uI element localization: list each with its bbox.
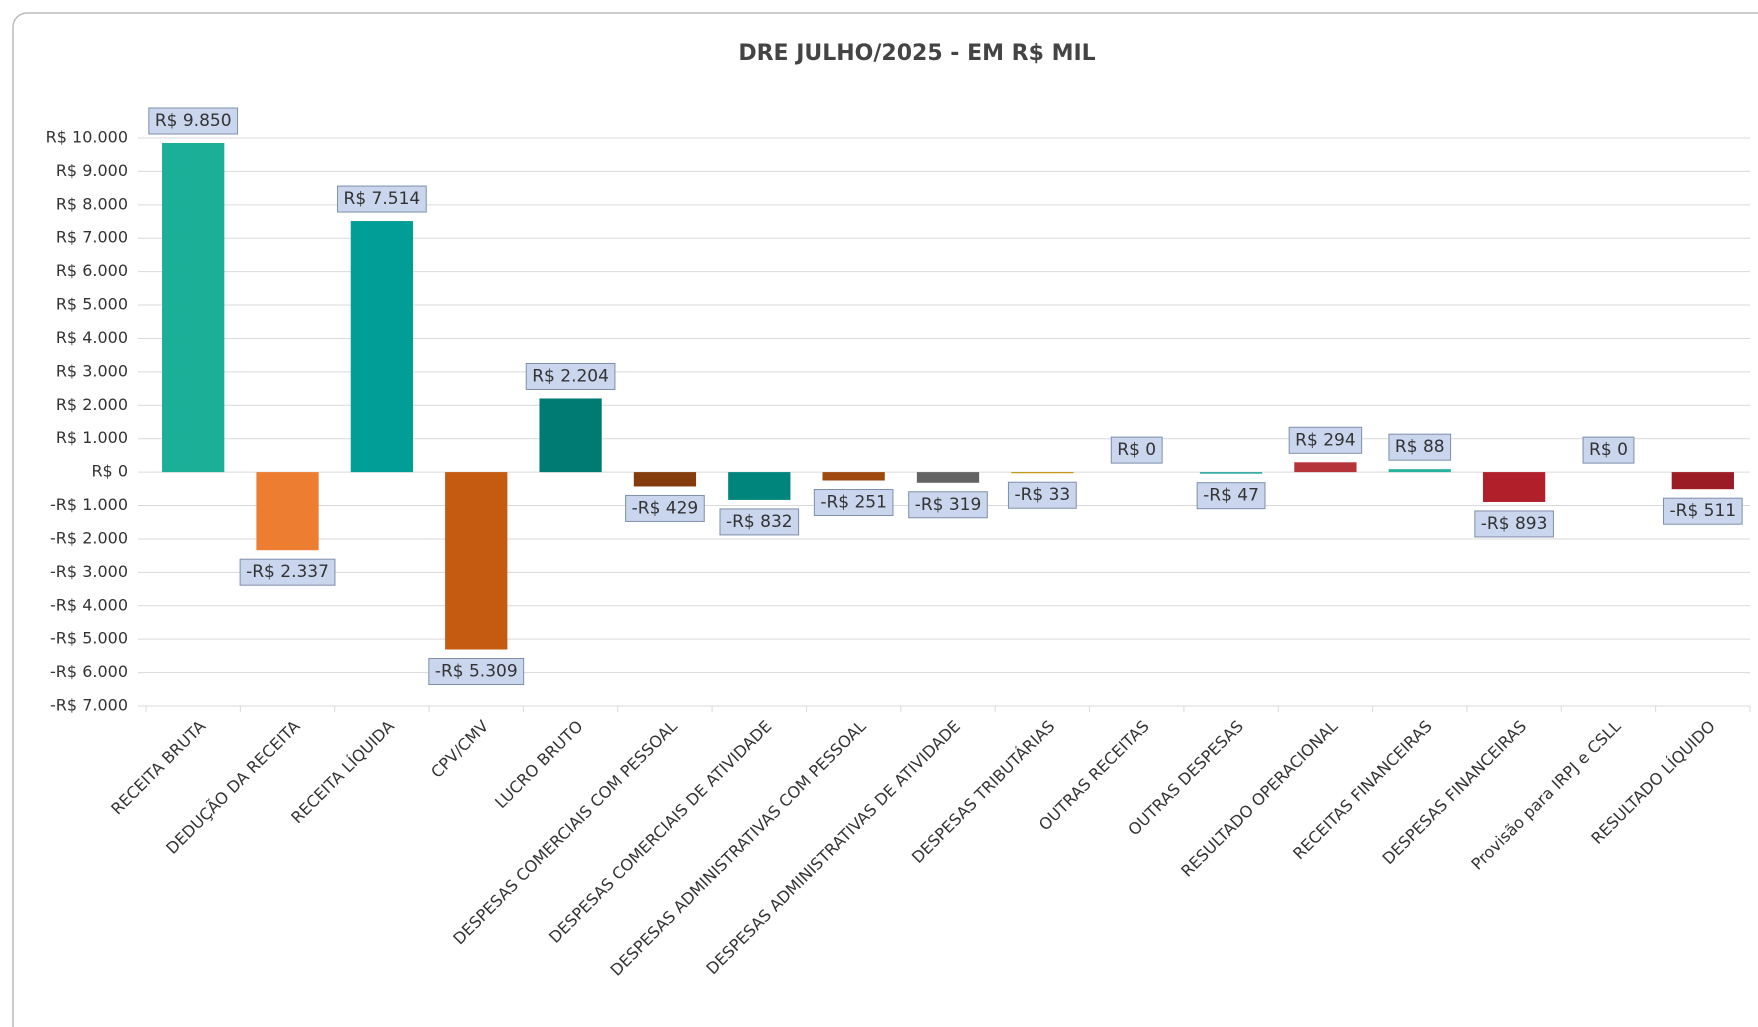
- y-tick-label: R$ 0: [91, 462, 128, 481]
- data-label-text: -R$ 429: [632, 498, 699, 518]
- data-label-text: -R$ 2.337: [246, 562, 329, 582]
- data-label-box: [337, 185, 427, 213]
- data-label-text: R$ 0: [1117, 440, 1156, 460]
- data-label: -R$ 511: [1663, 497, 1743, 525]
- data-label: R$ 7.514: [337, 185, 427, 213]
- data-label-text: R$ 294: [1295, 430, 1355, 450]
- y-tick-label: R$ 8.000: [56, 194, 128, 213]
- data-label-text: R$ 9.850: [155, 111, 232, 131]
- data-label-text: -R$ 893: [1481, 514, 1548, 534]
- data-label-box: [525, 362, 616, 390]
- bar: [256, 472, 319, 551]
- bar: [539, 398, 602, 473]
- bar: [1199, 472, 1263, 474]
- y-tick-label: R$ 2.000: [56, 395, 128, 414]
- data-label-text: -R$ 251: [820, 493, 887, 513]
- bar: [633, 472, 697, 487]
- y-tick-label: R$ 3.000: [56, 361, 128, 380]
- bar: [350, 221, 414, 473]
- bar: [1482, 472, 1546, 502]
- y-tick-label: -R$ 1.000: [50, 495, 128, 514]
- data-label-text: -R$ 33: [1014, 485, 1070, 505]
- data-label: R$ 2.204: [525, 362, 616, 390]
- bar: [1011, 472, 1074, 474]
- data-label-text: -R$ 5.309: [435, 662, 518, 682]
- data-label: R$ 88: [1388, 433, 1452, 461]
- chart-frame: [12, 12, 1758, 1027]
- data-label-box: [239, 558, 336, 586]
- data-label: -R$ 251: [813, 489, 894, 517]
- y-tick-label: R$ 10.000: [46, 128, 128, 147]
- data-label-box: [813, 489, 894, 517]
- y-tick-label: -R$ 4.000: [50, 595, 128, 614]
- y-tick-label: R$ 6.000: [56, 261, 128, 280]
- data-label: R$ 294: [1288, 426, 1363, 454]
- data-label: -R$ 47: [1196, 482, 1266, 510]
- y-tick-label: R$ 1.000: [56, 428, 128, 447]
- data-label-box: [1288, 426, 1363, 454]
- bar: [1388, 469, 1451, 473]
- y-tick-label: R$ 5.000: [56, 295, 128, 314]
- chart-title: DRE JULHO/2025 - EM R$ MIL: [738, 41, 1095, 66]
- data-label-text: -R$ 319: [915, 495, 982, 515]
- y-tick-label: -R$ 2.000: [50, 528, 128, 547]
- bar: [1294, 462, 1357, 473]
- data-label: R$ 0: [1582, 436, 1635, 464]
- bar: [728, 472, 791, 500]
- y-tick-label: R$ 4.000: [56, 328, 128, 347]
- data-label: -R$ 33: [1007, 481, 1077, 509]
- data-label: R$ 9.850: [148, 107, 239, 135]
- bar: [445, 472, 508, 650]
- data-label-text: -R$ 832: [726, 512, 793, 532]
- data-label-text: R$ 7.514: [344, 189, 421, 209]
- data-label: -R$ 429: [625, 494, 705, 522]
- bar: [1671, 472, 1734, 490]
- data-label-text: -R$ 47: [1203, 486, 1259, 506]
- data-label: -R$ 319: [908, 491, 988, 519]
- data-label: -R$ 832: [719, 508, 800, 536]
- y-tick-label: -R$ 3.000: [50, 562, 128, 581]
- data-label-box: [1007, 481, 1077, 509]
- data-label-text: R$ 2.204: [532, 366, 609, 386]
- data-label-box: [1388, 433, 1452, 461]
- bar: [822, 472, 885, 481]
- data-label-text: R$ 88: [1395, 437, 1445, 457]
- data-label: -R$ 5.309: [428, 658, 525, 686]
- data-label-box: [1582, 436, 1635, 464]
- data-label-box: [428, 658, 525, 686]
- bar: [162, 143, 225, 473]
- data-label: -R$ 2.337: [239, 558, 336, 586]
- bar: [916, 472, 980, 483]
- data-label-text: -R$ 511: [1670, 501, 1737, 521]
- data-label-box: [719, 508, 800, 536]
- y-tick-label: -R$ 5.000: [50, 629, 128, 648]
- data-label-box: [1110, 436, 1163, 464]
- data-label-box: [1474, 510, 1554, 538]
- y-tick-label: -R$ 6.000: [50, 662, 128, 681]
- data-label-box: [908, 491, 988, 519]
- y-tick-label: R$ 7.000: [56, 228, 128, 247]
- data-label-text: R$ 0: [1589, 440, 1628, 460]
- y-tick-label: -R$ 7.000: [50, 696, 128, 715]
- data-label-box: [1196, 482, 1266, 510]
- data-label-box: [1663, 497, 1743, 525]
- data-label: R$ 0: [1110, 436, 1163, 464]
- data-label-box: [148, 107, 239, 135]
- data-label: -R$ 893: [1474, 510, 1554, 538]
- y-tick-label: R$ 9.000: [56, 161, 128, 180]
- data-label-box: [625, 494, 705, 522]
